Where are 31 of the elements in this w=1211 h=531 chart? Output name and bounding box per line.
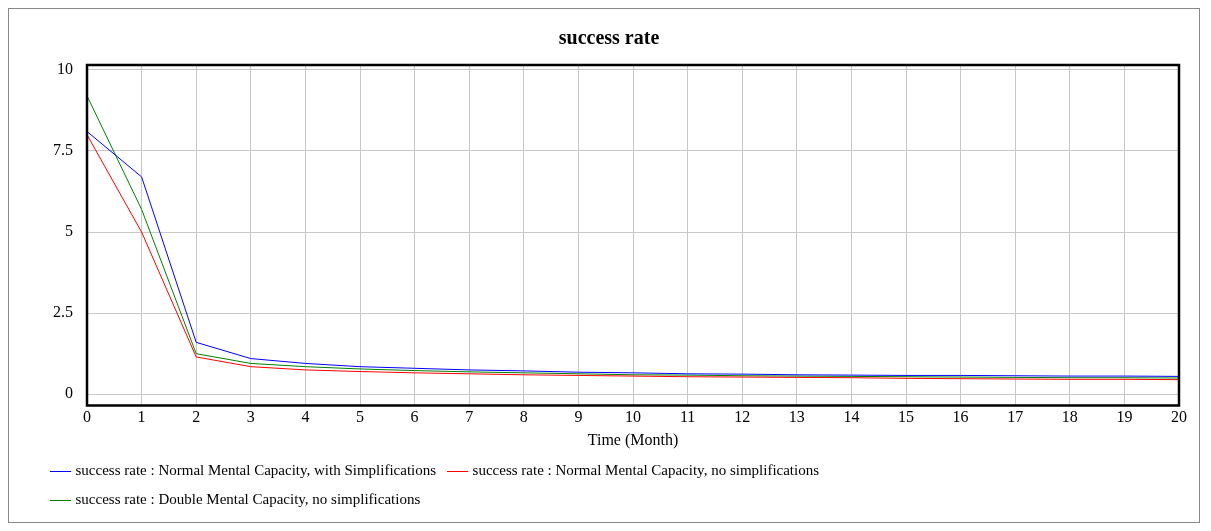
x-tick-label: 15 [898,408,914,426]
x-tick-label: 4 [301,408,310,426]
x-tick-label: 17 [1007,408,1024,426]
x-axis-title: Time (Month) [587,430,679,449]
x-tick-label: 5 [356,408,364,426]
x-tick-label: 19 [1116,408,1133,426]
x-tick-label: 14 [843,408,860,426]
x-tick-label: 3 [246,408,255,426]
x-tick-label: 0 [83,408,91,426]
x-tick-label: 8 [519,408,528,426]
x-tick-label: 11 [679,408,696,426]
legend-label: success rate : Normal Mental Capacity, with Simplifications [75,462,437,479]
y-tick-label: 2.5 [53,303,73,321]
legend-label: success rate : Normal Mental Capacity, no simplifications [472,462,820,479]
y-tick-label: 5 [65,222,73,240]
y-tick-label: 7.5 [53,141,73,159]
x-tick-label: 13 [788,408,805,426]
legend-label: success rate : Double Mental Capacity, no simplifications [75,491,421,508]
y-tick-label: 10 [57,60,73,78]
x-tick-label: 6 [410,408,419,426]
x-tick-label: 16 [952,408,969,426]
y-tick-label: 0 [65,384,73,402]
x-tick-label: 2 [192,408,201,426]
chart-title: success rate [558,26,660,49]
x-tick-label: 7 [465,408,474,426]
x-tick-label: 18 [1061,408,1078,426]
x-tick-label: 12 [734,408,751,426]
x-tick-label: 10 [625,408,641,426]
x-tick-label: 20 [1171,408,1187,426]
x-tick-label: 1 [137,408,146,426]
x-tick-label: 9 [574,408,583,426]
